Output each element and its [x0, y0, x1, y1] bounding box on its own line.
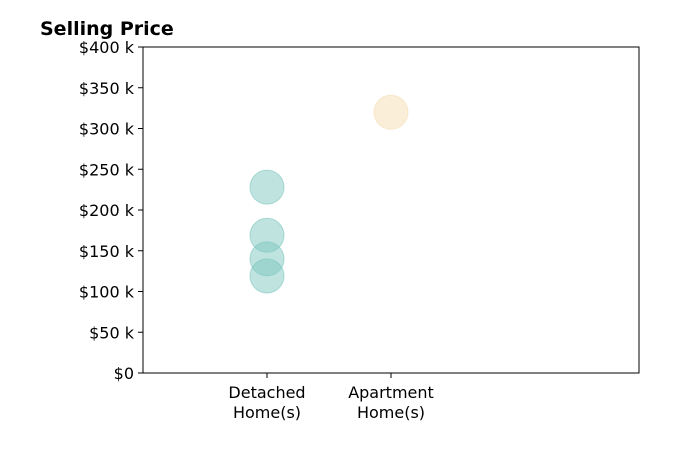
- y-tick-label: $300 k: [79, 120, 135, 139]
- x-axis: Detached Home(s) Apartment Home(s): [228, 373, 434, 422]
- x-tick-label: Detached Home(s): [228, 383, 305, 422]
- y-tick-label: $400 k: [79, 38, 135, 57]
- data-point: [249, 169, 285, 205]
- y-axis: $0 $50 k $100 k $150 k $200 k $250 k $300 k $35…: [79, 38, 143, 383]
- data-point: [249, 258, 285, 294]
- y-tick-label: $50 k: [89, 323, 135, 342]
- y-tick-label: $350 k: [79, 79, 135, 98]
- y-tick-label: $150 k: [79, 242, 135, 261]
- y-tick-label: $0: [114, 364, 134, 383]
- data-points: [249, 94, 409, 294]
- y-tick-label: $100 k: [79, 283, 135, 302]
- chart-title: Selling Price: [40, 18, 174, 40]
- y-tick-label: $250 k: [79, 160, 135, 179]
- y-tick-label: $200 k: [79, 201, 135, 220]
- data-point: [373, 94, 409, 130]
- x-tick-label: Apartment Home(s): [348, 383, 434, 422]
